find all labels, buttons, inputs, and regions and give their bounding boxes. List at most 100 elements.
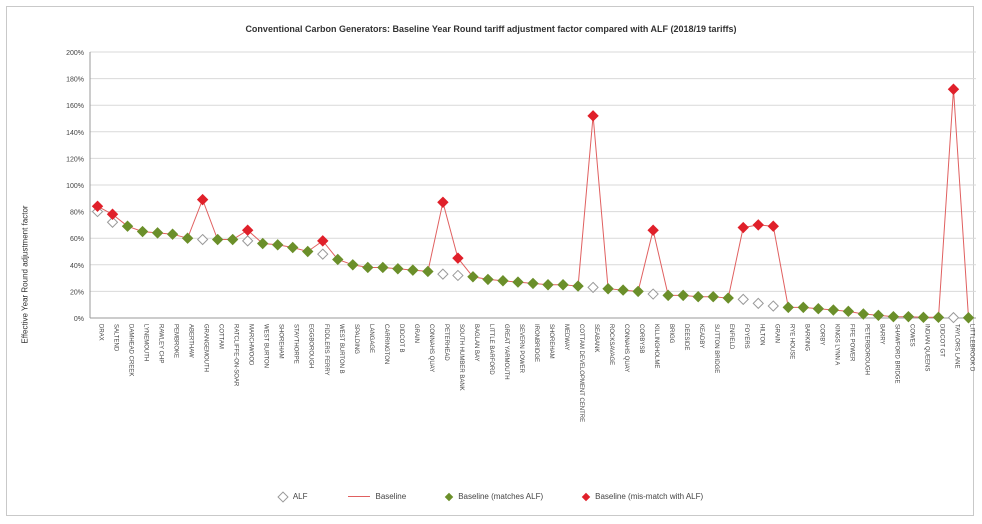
chart-frame [6, 6, 974, 516]
x-tick-label: FOYERS [743, 324, 749, 349]
baseline-mismatch-point [647, 224, 659, 236]
y-tick-label: 160% [66, 103, 84, 110]
x-tick-label: KILLINGHOLME [653, 324, 659, 368]
x-tick-label: LITTLEBROOK D [968, 324, 974, 372]
alf-point [647, 288, 659, 300]
y-tick-label: 60% [70, 236, 84, 243]
baseline-match-point [902, 310, 915, 323]
baseline-match-point [542, 279, 554, 291]
x-tick-label: EGGBOROUGH [308, 324, 314, 368]
y-tick-label: 200% [66, 50, 84, 57]
x-tick-label: ROCKSAVAGE [608, 324, 614, 365]
baseline-match-point [962, 312, 975, 324]
match-diamond-icon [444, 492, 454, 501]
x-tick-label: SPALDING [353, 324, 359, 354]
y-tick-label: 140% [66, 130, 84, 137]
x-tick-label: KEADBY [698, 324, 704, 348]
x-tick-label: KINGS LYNN A [833, 324, 839, 365]
x-tick-label: RAWLEY CHP [158, 324, 164, 363]
baseline-match-point [707, 291, 719, 303]
baseline-match-point [347, 259, 359, 271]
baseline-match-point [467, 271, 479, 283]
x-tick-label: BAGLAN BAY [473, 324, 479, 362]
baseline-match-point [482, 273, 494, 286]
alf-point [437, 268, 449, 280]
alf-point [767, 300, 779, 312]
baseline-match-point [617, 284, 629, 296]
baseline-mismatch-point [587, 110, 599, 122]
alf-diamond-icon [277, 490, 289, 503]
y-tick-label: 20% [70, 289, 84, 296]
x-tick-label: HILTON [758, 324, 764, 345]
x-tick-label: DAMHEAD CREEK [128, 324, 134, 376]
baseline-mismatch-point [947, 83, 960, 95]
x-tick-label: LANGAGE [368, 324, 374, 353]
baseline-match-point [692, 291, 704, 303]
y-tick-label: 0% [74, 316, 84, 323]
x-tick-label: PEMBROKE [173, 324, 179, 358]
baseline-match-point [377, 261, 389, 274]
x-tick-label: DRAX [98, 324, 104, 341]
x-tick-label: CONNAHS QUAY [428, 324, 434, 372]
baseline-match-point [602, 283, 614, 295]
x-tick-label: LITTLE BARFORD [488, 324, 494, 375]
x-tick-label: CORBY [818, 324, 824, 345]
baseline-match-point [677, 289, 689, 302]
legend-label-alf: ALF [292, 492, 308, 501]
baseline-match-point [181, 232, 194, 244]
baseline-match-point [662, 289, 674, 302]
baseline-match-point [887, 310, 900, 323]
y-tick-label: 180% [66, 77, 84, 84]
baseline-match-point [287, 241, 299, 254]
baseline-match-point [392, 263, 404, 275]
x-tick-label: PETERBOROUGH [863, 324, 869, 375]
baseline-mismatch-point [196, 193, 209, 206]
baseline-match-point [226, 233, 239, 246]
baseline-match-point [842, 305, 855, 318]
x-tick-label: SALTEND [113, 324, 119, 352]
x-tick-label: COTTAM DEVELOPMENT CENTRE [578, 324, 584, 422]
baseline-match-point [151, 227, 164, 239]
x-tick-label: GREAT YARMOUTH [503, 324, 509, 380]
baseline-match-point [256, 237, 269, 250]
baseline-mismatch-point [767, 220, 779, 232]
baseline-mismatch-point [241, 224, 254, 236]
x-tick-label: GRAIN [773, 324, 779, 343]
x-tick-label: DIDCOT B [398, 324, 404, 353]
x-tick-label: WEST BURTON [263, 324, 269, 368]
x-tick-label: SUTTON BRIDGE [713, 324, 719, 373]
x-tick-label: RATCLIFFE-ON-SOAR [233, 324, 239, 387]
baseline-match-point [782, 301, 794, 314]
x-tick-label: INDIAN QUEENS [923, 324, 929, 371]
baseline-match-point [722, 292, 734, 304]
baseline-match-point [827, 304, 840, 316]
baseline-match-point [917, 311, 930, 324]
y-tick-label: 40% [70, 263, 84, 270]
baseline-mismatch-point [106, 208, 119, 220]
baseline-match-point [166, 228, 179, 240]
x-tick-label: SEVERN POWER [518, 324, 524, 374]
y-tick-label: 120% [66, 156, 84, 163]
y-tick-label: 80% [70, 210, 84, 217]
x-tick-label: PETERHEAD [443, 324, 449, 361]
baseline-mismatch-point [317, 235, 329, 247]
x-tick-label: ABERTHAW [188, 324, 194, 358]
x-tick-label: ENFIELD [728, 324, 734, 350]
alf-point [106, 216, 119, 228]
baseline-match-point [797, 301, 810, 314]
legend-label-match: Baseline (matches ALF) [458, 492, 544, 501]
legend-label-baseline: Baseline [375, 492, 407, 501]
baseline-match-point [812, 302, 825, 315]
baseline-match-point [512, 276, 524, 288]
mismatch-diamond-icon [581, 492, 591, 501]
alf-point [752, 297, 764, 310]
x-tick-label: STAYTHORPE [293, 324, 299, 364]
baseline-match-point [302, 245, 314, 258]
x-tick-label: RYE HOUSE [788, 324, 794, 359]
x-tick-label: SOUTH HUMBER BANK [458, 324, 464, 391]
baseline-match-point [211, 233, 224, 246]
x-tick-label: CARRINGTON [383, 324, 389, 364]
baseline-mismatch-point [91, 200, 104, 212]
legend-item-mismatch: Baseline (mis-match with ALF) [581, 492, 703, 501]
x-tick-label: SEABANK [593, 324, 599, 352]
